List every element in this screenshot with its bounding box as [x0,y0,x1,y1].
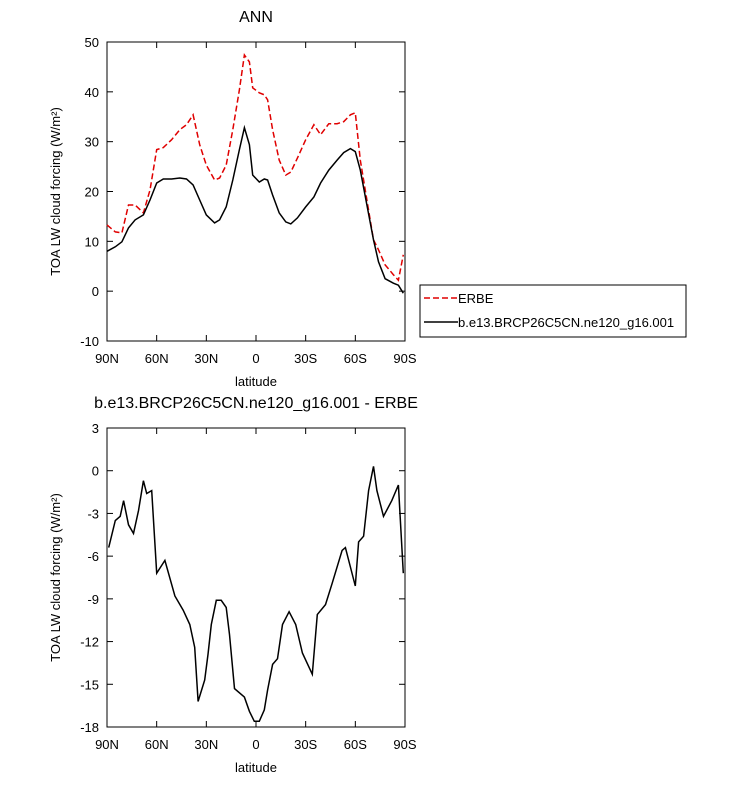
x-tick-label: 60S [344,737,367,752]
x-tick-label: 90S [393,351,416,366]
x-tick-label: 30S [294,737,317,752]
legend-label: b.e13.BRCP26C5CN.ne120_g16.001 [458,315,674,330]
chart-title: ANN [239,9,273,26]
x-tick-label: 60N [145,351,169,366]
y-tick-label: 10 [85,234,99,249]
y-tick-label: 50 [85,35,99,50]
y-tick-label: -10 [80,334,99,349]
y-tick-label: -15 [80,677,99,692]
x-axis-label: latitude [235,760,277,775]
data-line [107,466,405,723]
y-tick-label: -12 [80,635,99,650]
y-tick-label: -9 [87,592,99,607]
legend-label: ERBE [458,291,494,306]
y-tick-label: 40 [85,85,99,100]
y-axis-label: TOA LW cloud forcing (W/m²) [48,107,63,276]
y-axis-label: TOA LW cloud forcing (W/m²) [48,493,63,662]
x-tick-label: 90S [393,737,416,752]
x-tick-label: 0 [252,737,259,752]
y-tick-label: 20 [85,185,99,200]
y-tick-label: -6 [87,549,99,564]
y-tick-label: 0 [92,284,99,299]
legend-box [419,284,687,338]
x-tick-label: 30N [194,351,218,366]
y-tick-label: -18 [80,720,99,735]
data-line [106,53,405,282]
y-tick-label: -3 [87,506,99,521]
x-tick-label: 60N [145,737,169,752]
plot-frame [106,41,406,342]
x-tick-label: 60S [344,351,367,366]
x-tick-label: 0 [252,351,259,366]
y-tick-label: 30 [85,135,99,150]
chart-title: b.e13.BRCP26C5CN.ne120_g16.001 - ERBE [94,395,418,412]
data-line [106,124,404,294]
x-tick-label: 90N [95,351,119,366]
y-tick-label: 3 [92,421,99,436]
plot-frame [106,427,406,728]
x-tick-label: 90N [95,737,119,752]
x-axis-label: latitude [235,374,277,389]
x-tick-label: 30S [294,351,317,366]
y-tick-label: 0 [92,464,99,479]
x-tick-label: 30N [194,737,218,752]
